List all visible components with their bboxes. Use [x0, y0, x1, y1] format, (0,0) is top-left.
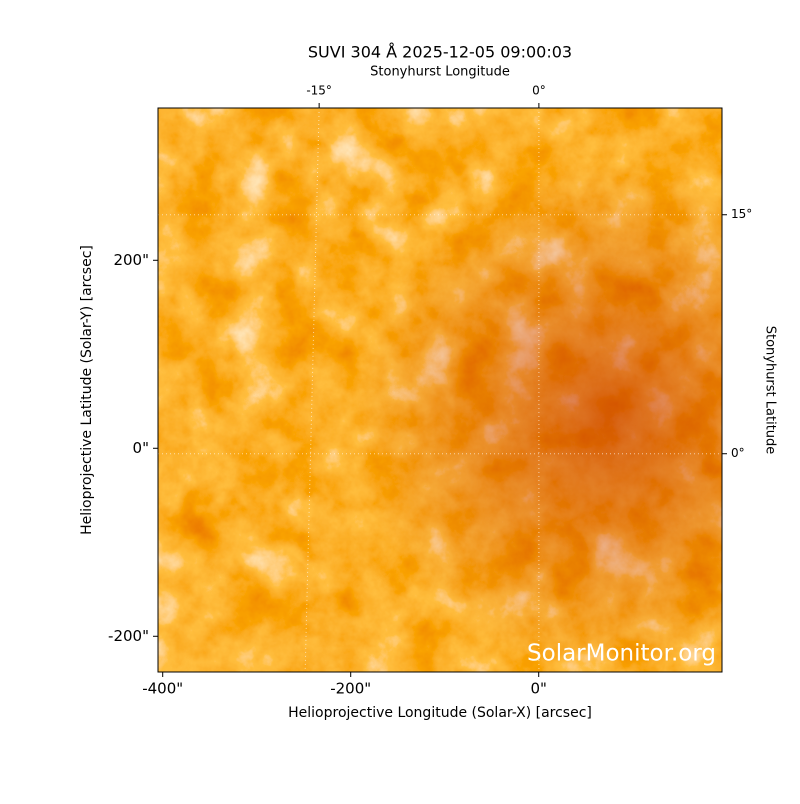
- y-tick-label: -200": [108, 627, 149, 645]
- x-tick-label: -400": [142, 680, 183, 698]
- x-tick-label: 0": [530, 680, 546, 698]
- x2-tick-label: 0°: [532, 84, 546, 98]
- x-tick-label: -200": [330, 680, 371, 698]
- watermark: SolarMonitor.org: [527, 641, 716, 667]
- y-axis-label: Helioprojective Latitude (Solar-Y) [arcs…: [79, 245, 95, 535]
- y2-tick-label: 0°: [731, 446, 745, 460]
- solar-image: [158, 108, 722, 672]
- y-tick-label: 0": [133, 439, 149, 457]
- axes-frame: [157, 107, 723, 673]
- y-tick-label: 200": [113, 251, 149, 269]
- chart-title: SUVI 304 Å 2025-12-05 09:00:03: [308, 43, 572, 62]
- x2-tick-label: -15°: [306, 84, 332, 98]
- y2-axis-label: Stonyhurst Latitude: [763, 326, 778, 455]
- x2-axis-label: Stonyhurst Longitude: [370, 65, 510, 80]
- y2-tick-label: 15°: [731, 207, 752, 221]
- x-axis-label: Helioprojective Longitude (Solar-X) [arc…: [288, 705, 592, 721]
